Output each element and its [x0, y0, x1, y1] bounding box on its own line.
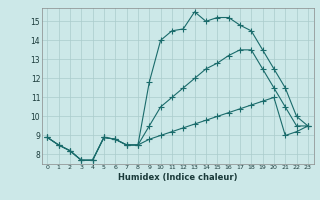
X-axis label: Humidex (Indice chaleur): Humidex (Indice chaleur): [118, 173, 237, 182]
